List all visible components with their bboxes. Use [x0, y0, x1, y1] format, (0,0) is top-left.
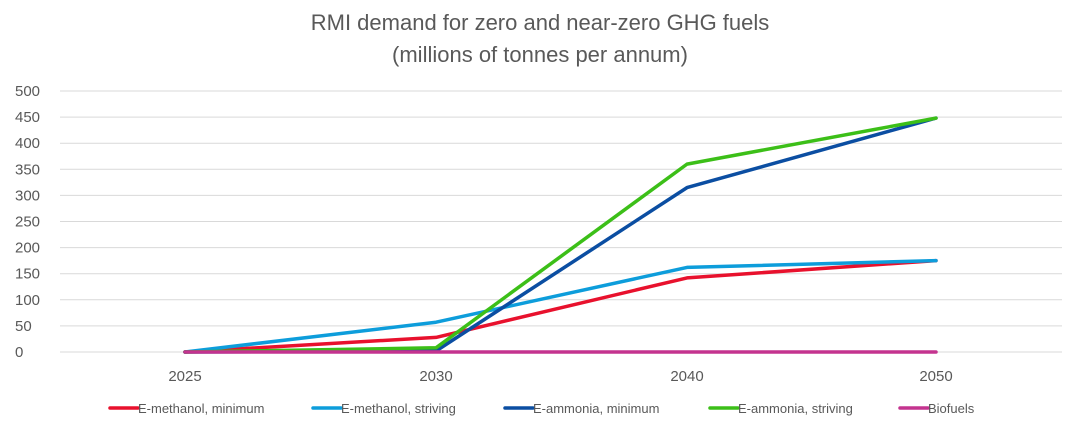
series-line-e-methanol-striving [183, 258, 938, 354]
y-tick-label: 300 [15, 187, 40, 204]
y-tick-label: 450 [15, 109, 40, 126]
legend-label-biofuels: Biofuels [928, 401, 975, 416]
chart-title-line-2: (millions of tonnes per annum) [392, 42, 688, 67]
y-tick-label: 400 [15, 135, 40, 152]
x-tick-label: 2030 [419, 368, 452, 385]
y-tick-label: 150 [15, 266, 40, 283]
y-tick-label: 50 [15, 318, 32, 335]
series-lines [183, 116, 938, 354]
y-axis-tick-labels: 0 50 100 150 200 250 300 350 400 450 500 [15, 83, 40, 361]
legend: E-methanol, minimum E-methanol, striving E… [108, 401, 975, 416]
y-tick-label: 200 [15, 240, 40, 257]
series-line-e-methanol-minimum [183, 258, 938, 354]
series-line-e-ammonia-striving [183, 116, 938, 354]
legend-label-e-ammonia-striving: E-ammonia, striving [738, 401, 853, 416]
legend-label-e-ammonia-minimum: E-ammonia, minimum [533, 401, 659, 416]
legend-label-e-methanol-minimum: E-methanol, minimum [138, 401, 264, 416]
gridlines [60, 90, 1062, 353]
x-axis-tick-labels: 2025 2030 2040 2050 [168, 368, 952, 385]
y-tick-label: 0 [15, 344, 23, 361]
y-tick-label: 250 [15, 214, 40, 231]
legend-label-e-methanol-striving: E-methanol, striving [341, 401, 456, 416]
y-tick-label: 350 [15, 161, 40, 178]
chart-title-line-1: RMI demand for zero and near-zero GHG fu… [311, 10, 770, 35]
y-tick-label: 500 [15, 83, 40, 100]
series-line-e-ammonia-minimum [183, 116, 938, 354]
y-tick-label: 100 [15, 292, 40, 309]
x-tick-label: 2025 [168, 368, 201, 385]
x-tick-label: 2050 [919, 368, 952, 385]
x-tick-label: 2040 [670, 368, 703, 385]
